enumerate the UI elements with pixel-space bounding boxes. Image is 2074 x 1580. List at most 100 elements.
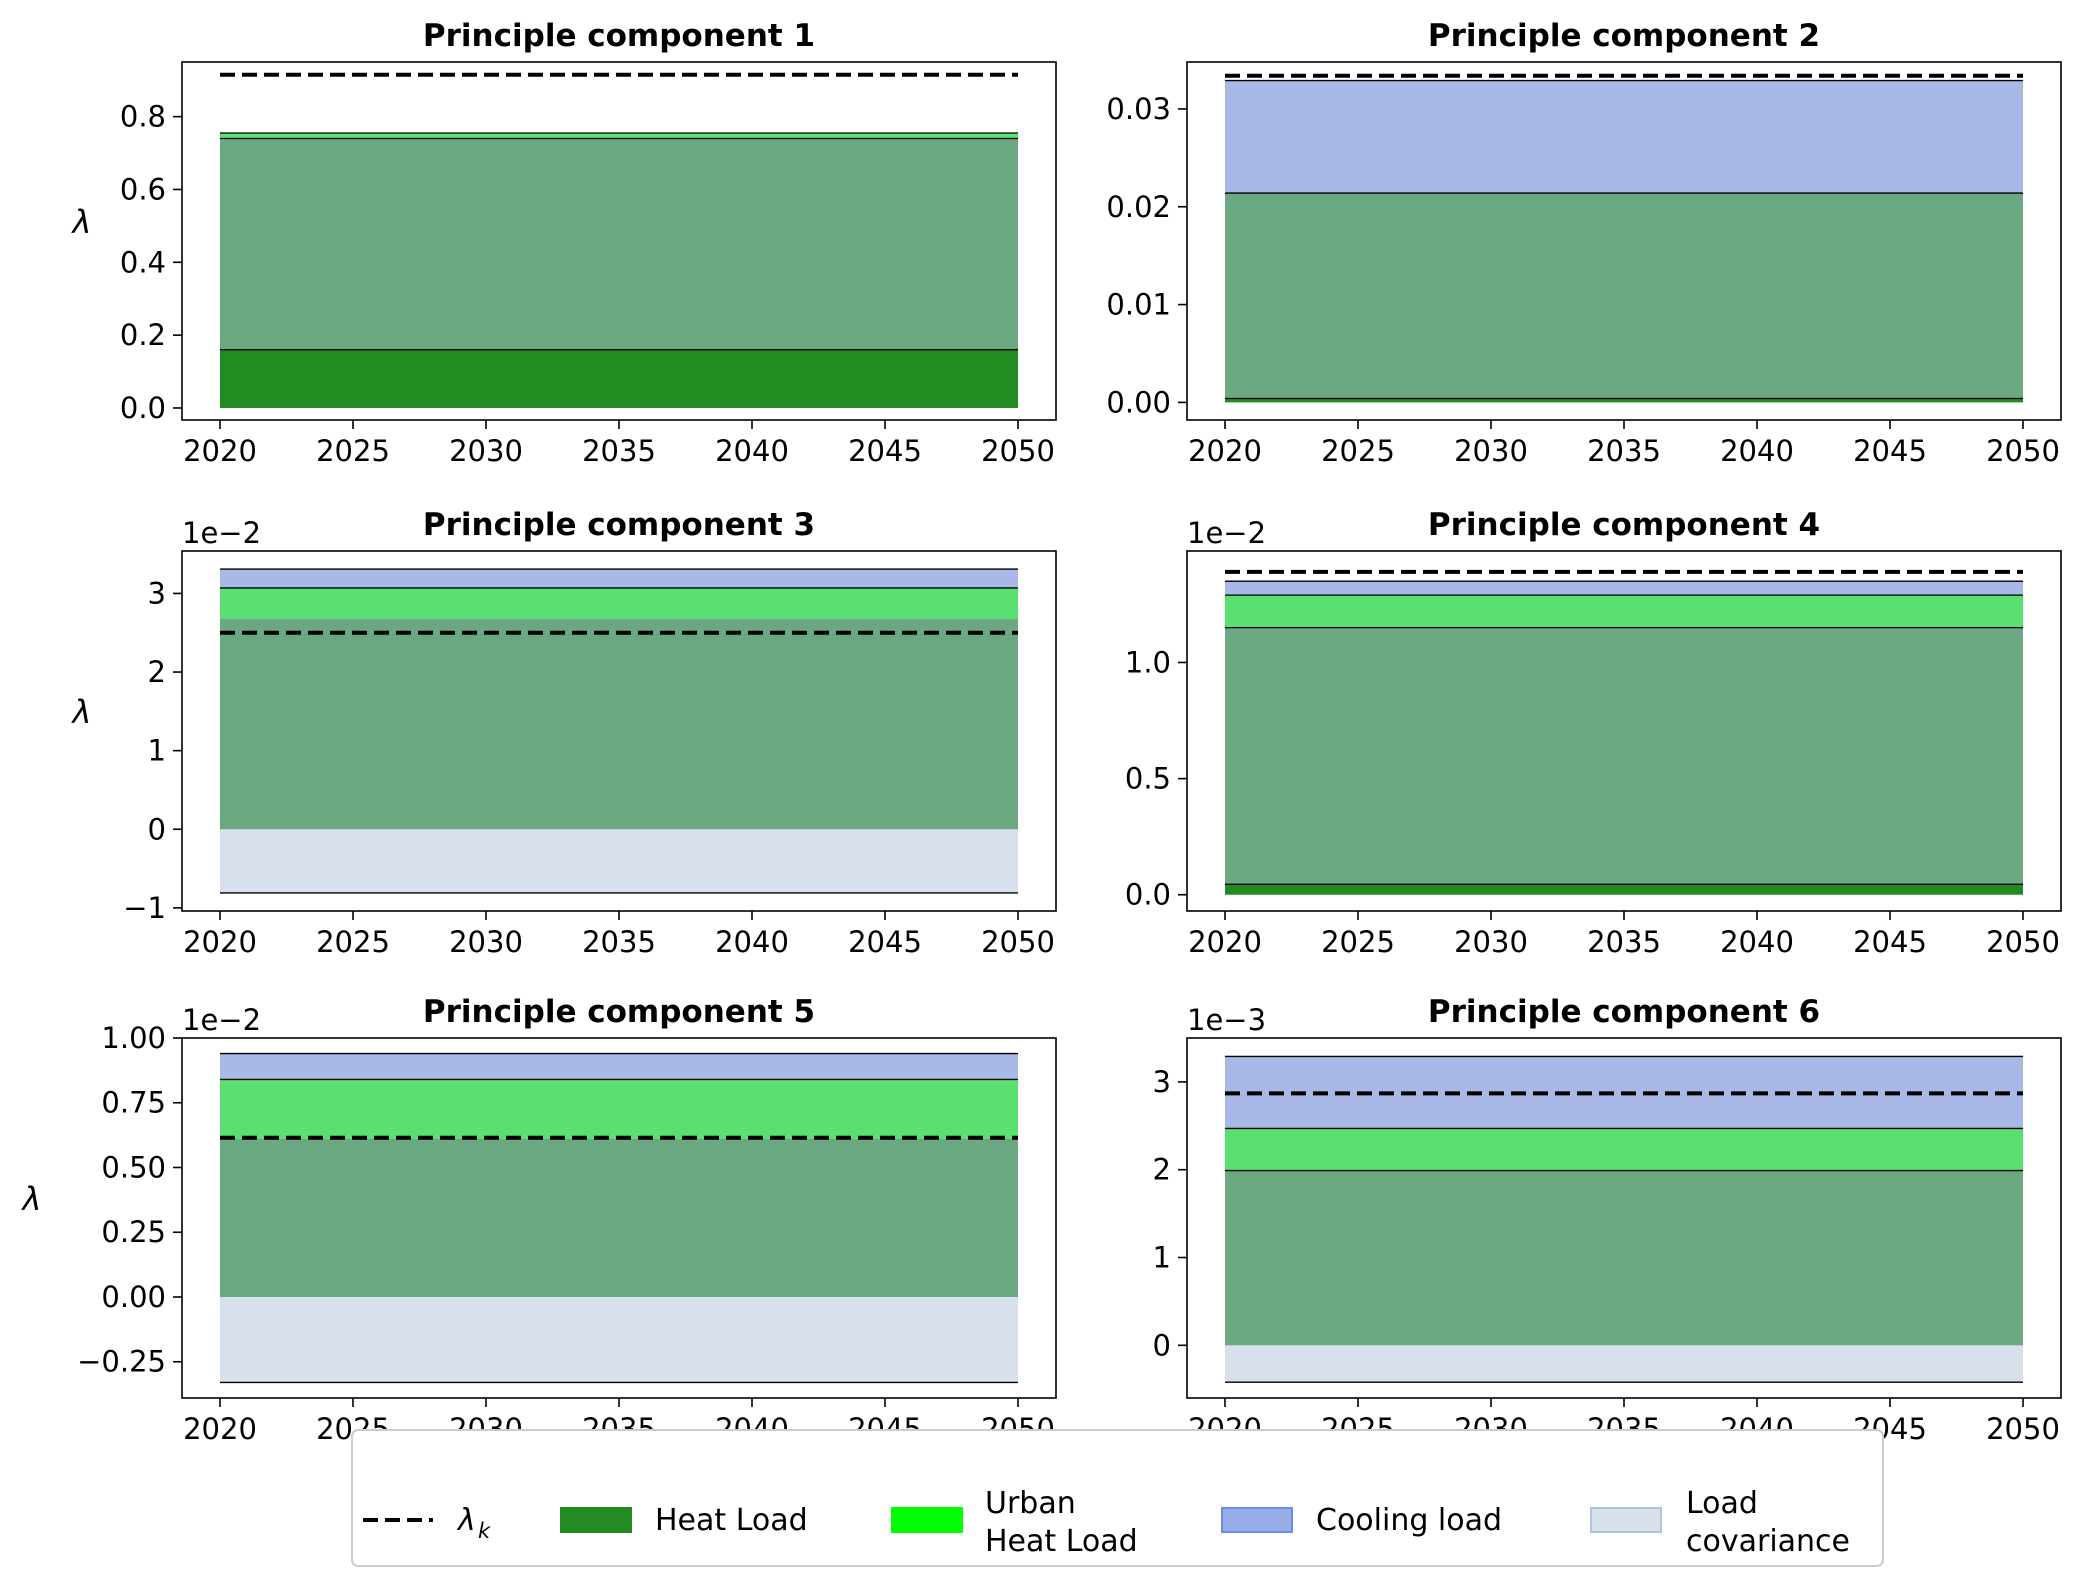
- y-tick-label: 1.00: [101, 1021, 166, 1055]
- legend-item-1: Heat Load: [560, 1503, 808, 1538]
- y-tick-label: 0.50: [101, 1150, 166, 1184]
- y-tick-label: 0.0: [120, 391, 166, 425]
- x-tick-label: 2040: [715, 434, 789, 468]
- legend-item-3: Cooling load: [1221, 1503, 1502, 1538]
- legend-label: Heat Load: [655, 1503, 808, 1538]
- band-urban-heat-load: [1225, 595, 2023, 628]
- legend-swatch: [560, 1507, 632, 1533]
- subplot-1: Principle component 1 2020 2025 2030 2035 204…: [71, 18, 1057, 468]
- band-heat-load-overlap: [1225, 193, 2023, 399]
- subplot-title: Principle component 5: [423, 994, 815, 1030]
- x-tick-label: 2045: [848, 925, 922, 959]
- y-tick-label: 3: [1153, 1065, 1171, 1099]
- y-tick-label: 0.6: [120, 172, 166, 206]
- y-tick-label: 1: [148, 734, 166, 768]
- y-tick-label: 0.0: [1125, 878, 1171, 912]
- x-tick-label: 2025: [316, 925, 390, 959]
- y-offset-text: 1e−2: [1187, 516, 1266, 550]
- x-tick-label: 2025: [316, 434, 390, 468]
- legend-label: Cooling load: [1316, 1503, 1502, 1538]
- x-tick-label: 2050: [981, 925, 1055, 959]
- y-tick-label: −0.25: [77, 1345, 166, 1379]
- y-tick-label: 0.75: [101, 1086, 166, 1120]
- legend-frame: [351, 1429, 1884, 1567]
- x-tick-label: 2020: [183, 434, 257, 468]
- y-tick-label: 0.5: [1125, 762, 1171, 796]
- x-tick-label: 2050: [1986, 1412, 2060, 1446]
- y-axis-label: λ: [21, 1180, 42, 1218]
- x-tick-label: 2030: [449, 434, 523, 468]
- y-tick-label: 0.00: [101, 1280, 166, 1314]
- x-tick-label: 2040: [1720, 925, 1794, 959]
- subplot-5: Principle component 52020202520302035204…: [21, 994, 1057, 1446]
- x-tick-label: 2045: [1853, 925, 1927, 959]
- y-axis-label: λ: [71, 203, 92, 241]
- y-tick-label: 0.02: [1106, 190, 1171, 224]
- y-axis-label: λ: [71, 693, 92, 731]
- x-tick-label: 2035: [1587, 925, 1661, 959]
- band-load-covariance: [220, 1296, 1018, 1383]
- band-cooling-load: [1225, 581, 2023, 596]
- x-tick-label: 2020: [1188, 925, 1262, 959]
- subplot-title: Principle component 3: [423, 507, 815, 543]
- band-cooling-load: [1225, 80, 2023, 194]
- x-tick-label: 2045: [848, 434, 922, 468]
- legend-label-sub: k: [478, 1519, 491, 1543]
- y-tick-label: 3: [148, 576, 166, 610]
- y-tick-label: 2: [148, 655, 166, 689]
- y-tick-label: 0.25: [101, 1215, 166, 1249]
- x-tick-label: 2030: [1454, 925, 1528, 959]
- y-tick-label: 0.8: [120, 100, 166, 134]
- x-tick-label: 2025: [1321, 925, 1395, 959]
- y-offset-text: 1e−3: [1187, 1003, 1266, 1037]
- subplot-title: Principle component 2: [1428, 18, 1820, 54]
- x-tick-label: 2035: [582, 925, 656, 959]
- legend-swatch: [891, 1507, 963, 1533]
- y-tick-label: 1: [1153, 1241, 1171, 1275]
- band-heat-load-overlap: [220, 1139, 1018, 1297]
- subplot-title: Principle component 6: [1428, 994, 1820, 1030]
- x-tick-label: 2035: [1587, 434, 1661, 468]
- legend-label: Urban: [985, 1486, 1076, 1521]
- band-heat-load-overlap: [1225, 627, 2023, 885]
- y-tick-label: 2: [1153, 1153, 1171, 1187]
- band-urban-heat-load: [220, 1079, 1018, 1140]
- y-tick-label: 0.03: [1106, 92, 1171, 126]
- band-urban-heat-load: [220, 133, 1018, 139]
- band-heat-load: [220, 349, 1018, 408]
- y-tick-label: 0.4: [120, 245, 166, 279]
- band-heat-load-overlap: [1225, 1170, 2023, 1346]
- y-tick-label: 0.01: [1106, 288, 1171, 322]
- band-cooling-load: [220, 569, 1018, 588]
- legend-swatch: [1221, 1507, 1293, 1533]
- subplot-title: Principle component 1: [423, 18, 815, 54]
- band-heat-load-overlap: [220, 618, 1018, 830]
- band-urban-heat-load: [1225, 1128, 2023, 1171]
- band-heat-load: [1225, 884, 2023, 895]
- x-tick-label: 2030: [1454, 434, 1528, 468]
- x-tick-label: 2040: [1720, 434, 1794, 468]
- y-tick-label: −1: [123, 891, 166, 925]
- x-tick-label: 2020: [183, 925, 257, 959]
- legend-label: Heat Load: [985, 1524, 1138, 1559]
- y-tick-label: 0: [148, 812, 166, 846]
- x-tick-label: 2025: [1321, 434, 1395, 468]
- band-heat-load: [1225, 398, 2023, 403]
- legend-swatch: [1590, 1507, 1662, 1533]
- x-tick-label: 2030: [449, 925, 523, 959]
- legend-label: Load: [1686, 1486, 1758, 1521]
- subplot-4: Principle component 4 2020 2025 2030 2035 204…: [1125, 507, 2062, 959]
- x-tick-label: 2050: [1986, 434, 2060, 468]
- band-load-covariance: [1225, 1345, 2023, 1383]
- band-load-covariance: [220, 829, 1018, 893]
- band-heat-load-overlap: [220, 138, 1018, 350]
- subplot-title: Principle component 4: [1428, 507, 1820, 543]
- x-tick-label: 2045: [1853, 434, 1927, 468]
- band-cooling-load: [220, 1053, 1018, 1080]
- legend-label: covariance: [1686, 1524, 1850, 1559]
